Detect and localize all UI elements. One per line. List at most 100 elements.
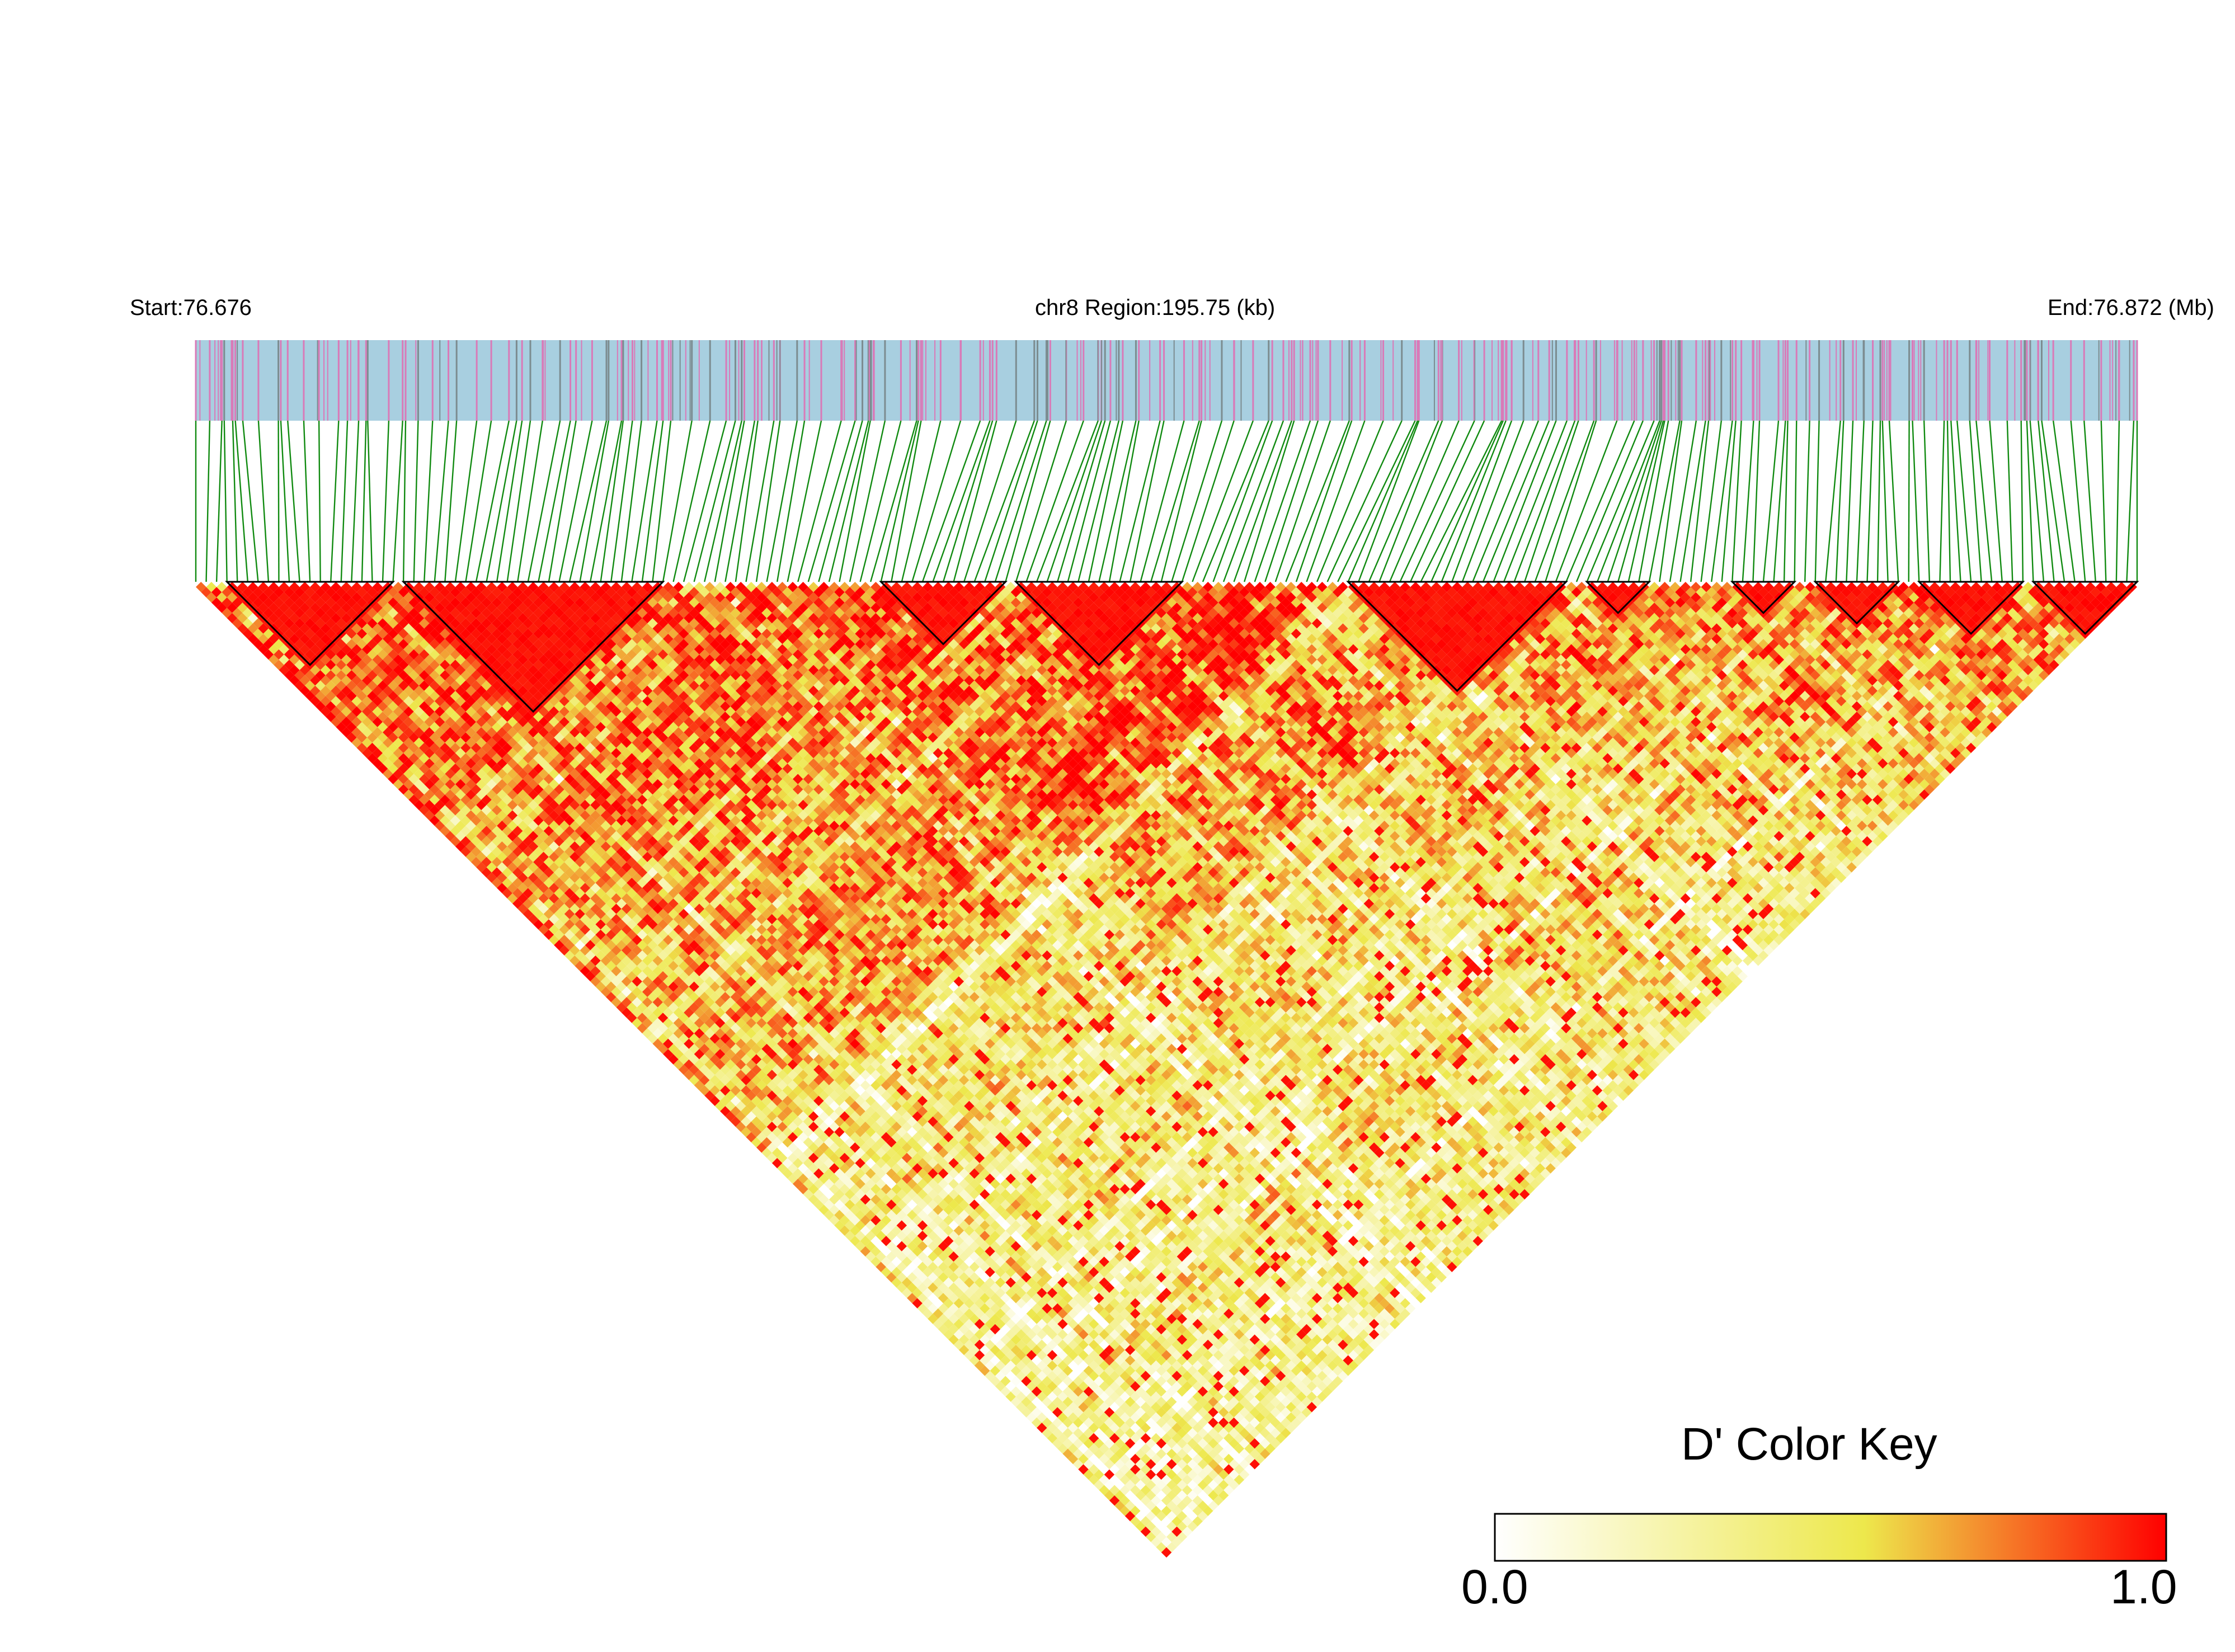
ld-cell <box>953 1319 964 1330</box>
ld-heatmap-cells <box>196 582 2137 1558</box>
snp-connector <box>984 420 1038 582</box>
snp-connector <box>402 420 407 582</box>
snp-connector <box>1347 420 1418 582</box>
ld-cell <box>1010 1376 1022 1387</box>
ld-cell <box>1145 1521 1156 1532</box>
ld-cell <box>891 1277 902 1288</box>
snp-connector <box>1140 420 1185 582</box>
snp-connector <box>1794 420 1798 582</box>
snp-connector <box>1378 420 1443 582</box>
snp-connector <box>891 420 922 582</box>
ld-cell <box>886 1262 897 1272</box>
snp-connector <box>1503 420 1568 582</box>
ld-cell <box>834 1199 845 1210</box>
ld-cell <box>1000 1386 1011 1397</box>
snp-connector <box>486 420 517 582</box>
snp-connector <box>994 420 1047 582</box>
ld-cell <box>818 1204 829 1215</box>
ld-cell <box>855 1220 865 1231</box>
ld-cell <box>782 1157 793 1169</box>
ld-cell <box>917 1303 928 1314</box>
snp-connector <box>1088 420 1124 582</box>
ld-cell <box>953 1339 964 1350</box>
snp-connector <box>1472 420 1539 582</box>
snp-connector <box>839 420 871 582</box>
ld-cell <box>844 1230 855 1241</box>
ld-cell <box>1119 1505 1131 1517</box>
ld-cell <box>554 940 564 950</box>
snp-connector <box>828 420 869 582</box>
snp-connector <box>797 420 842 582</box>
ld-cell <box>1042 1417 1052 1428</box>
snp-connector <box>1129 420 1165 582</box>
snp-connector <box>444 420 458 582</box>
snp-connector <box>1482 420 1550 582</box>
ld-cell <box>886 1251 897 1262</box>
ld-cell <box>824 1209 835 1221</box>
snp-connector <box>1950 420 1961 582</box>
ld-cell <box>974 1360 985 1371</box>
ld-cell <box>958 1344 970 1356</box>
ld-cell <box>938 1314 949 1324</box>
snp-connector <box>1295 420 1353 582</box>
ld-cell <box>1166 1531 1177 1542</box>
snp-connector <box>2006 420 2013 582</box>
snp-connector <box>932 420 991 582</box>
ld-cell <box>1114 1490 1125 1501</box>
snp-connector <box>787 420 822 582</box>
ld-cell <box>808 1184 819 1194</box>
ld-cell <box>829 1194 840 1205</box>
snp-connector <box>1264 420 1319 582</box>
ld-cell <box>798 1163 808 1174</box>
ld-cell <box>1015 1391 1027 1402</box>
ld-cell <box>310 696 321 707</box>
snp-connector <box>361 420 367 582</box>
snp-connector <box>714 420 745 582</box>
ld-cell <box>803 1168 814 1179</box>
snp-position-track <box>195 340 2138 421</box>
snp-connector <box>683 420 727 582</box>
ld-cell <box>891 1267 902 1278</box>
snp-connector <box>1846 420 1854 582</box>
ld-cell <box>1119 1495 1131 1506</box>
ld-cell <box>310 675 321 686</box>
snp-connector <box>1358 420 1420 582</box>
ld-cell <box>1067 1433 1079 1444</box>
track-background <box>196 340 2137 421</box>
ld-cell <box>1140 1516 1151 1527</box>
snp-connector <box>880 420 919 582</box>
ld-cell <box>761 1147 772 1158</box>
ld-cell <box>860 1225 871 1236</box>
ld-cell <box>1151 1526 1161 1537</box>
ld-cell <box>995 1360 1006 1371</box>
ld-cell <box>792 1178 803 1189</box>
snp-connector <box>1046 420 1102 582</box>
ld-cell <box>1052 1428 1063 1438</box>
ld-cell <box>1062 1438 1073 1449</box>
ld-cell <box>1047 1433 1058 1444</box>
snp-connector <box>1337 420 1416 582</box>
ld-cell <box>969 1334 980 1345</box>
ld-cell <box>901 1287 912 1298</box>
ld-cell <box>1052 1438 1063 1449</box>
snp-connector <box>1005 420 1051 582</box>
ld-cell <box>1083 1448 1094 1459</box>
snp-connector <box>1969 420 1982 582</box>
snp-connector <box>318 420 321 582</box>
ld-cell <box>1078 1464 1089 1475</box>
ld-cell <box>777 1152 788 1164</box>
snp-connector <box>610 420 633 582</box>
ld-cell <box>938 1324 949 1335</box>
ld-cell <box>1026 1391 1037 1402</box>
snp-connector <box>1057 420 1106 582</box>
ld-cell <box>756 1142 767 1153</box>
ld-cell <box>943 1329 954 1340</box>
snp-connector <box>1912 420 1920 582</box>
snp-connector <box>1441 420 1507 582</box>
snp-connector <box>1825 420 1841 582</box>
ld-cell <box>1031 1417 1042 1428</box>
snp-connector <box>496 420 523 582</box>
snp-connector <box>693 420 736 582</box>
snp-connector <box>2100 420 2107 582</box>
